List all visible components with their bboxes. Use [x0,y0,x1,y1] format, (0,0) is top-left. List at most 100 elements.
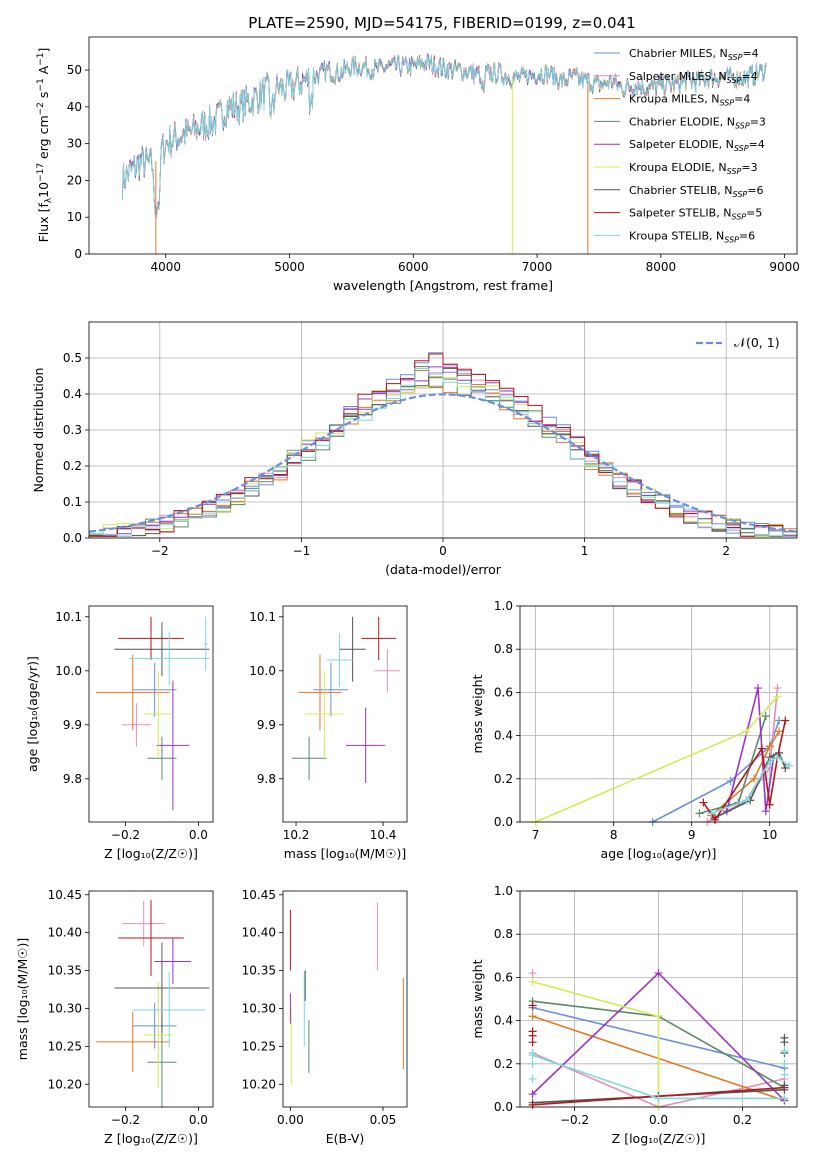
age_vs_mass-points [291,616,401,784]
mass_vs_Z-ytick-label: 10.45 [48,888,82,902]
spectrum-ylabel-part: −1 [36,78,46,91]
weight_vs_Z-extra-marker-kroupa_stelib [780,1059,789,1068]
mass_vs_ebv-axes: 0.00 0.05 10.20 10.25 10.30 10.35 10.40 10.45 E(… [242,888,408,1146]
legend-n: =6 [747,184,763,197]
spectrum-series-group [122,52,767,254]
mass_vs_ebv-ytick-label: 10.35 [242,964,276,978]
mass_vs_ebv-xtick-label: 0.05 [370,1113,397,1127]
age_vs_mass-xlabel: mass [log₁₀(M/M☉)] [284,846,406,861]
weight_vs_age-marker-salpeter_stelib [781,716,790,725]
weight_vs_age-ylabel: mass weight [470,674,485,753]
legend-sub: SSP [731,213,746,222]
age_vs_Z-ylabel: age [log₁₀(age/yr)] [25,656,40,772]
weight_vs_Z-line-kroupa_elodie [532,980,660,1107]
mass_vs_Z-ytick-label: 10.30 [48,1001,82,1015]
weight_vs_age-marker-kroupa_stelib [742,796,751,805]
weight_vs_age-marker-salpeter_stelib [757,744,766,753]
spectrum-xtick-label: 5000 [274,260,305,274]
weight_vs_Z-frame [519,890,798,1108]
legend-name: Salpeter ELODIE, N [629,138,734,151]
weight_vs_Z-extra-marker-salpeter_stelib [528,1001,537,1010]
weight_vs_Z-extra-marker-kroupa_stelib [780,1070,789,1079]
weight_vs_age-marker-salpeter_stelib [711,815,720,824]
mass_vs_ebv-xlabel: E(B-V) [326,1131,365,1146]
legend-name: Chabrier STELIB, N [629,184,733,197]
weight_vs_Z-marker-salpeter_stelib [528,1100,537,1109]
age_vs_Z-ytick-label: 10.0 [55,664,82,678]
weight_vs_Z-marker-salpeter_elodie [654,969,663,978]
weight_vs_age-marker-kroupa_stelib [785,761,794,770]
residuals-xtick-label: −1 [293,544,311,558]
legend-n: =3 [750,115,766,128]
spectrum-axes: 4000 5000 6000 7000 8000 9000 0 10 20 30 40 50 wavel… [36,36,800,293]
figure-title: PLATE=2590, MJD=54175, FIBERID=0199, z=0… [248,14,635,32]
weight_vs_age-marker-chabrier_miles [726,776,735,785]
spectrum-ylabel-part: −17 [36,163,46,182]
spectrum-xtick-label: 8000 [646,260,677,274]
weight_vs_Z-extra-marker-salpeter_stelib [528,1027,537,1036]
legend-sub: SSP [735,121,750,130]
spectrum-ytick-label: 0 [74,247,82,261]
mass_vs_Z-ytick-label: 10.40 [48,926,82,940]
legend-sub: SSP [724,235,739,244]
residuals-ylabel: Normed distribution [31,368,46,493]
legend-name: Chabrier ELODIE, N [629,115,735,128]
legend-label-salpeter_elodie: Salpeter ELODIE, NSSP=4 [629,138,765,153]
spectrum-ylabel-part: Flux [f [36,203,51,243]
spectrum-line-kroupa_stelib [122,54,767,219]
spectrum-ytick-label: 10 [67,210,82,224]
age_vs_Z-points [96,616,210,811]
weight_vs_age-marker-kroupa_stelib [773,753,782,762]
weight_vs_age-marker-chabrier_elodie [695,809,704,818]
residuals-gaussian [88,393,798,533]
weight_vs_age-marker-kroupa_stelib [707,809,716,818]
age_vs_Z-ytick-label: 9.8 [63,772,82,786]
weight_vs_Z-xlabel: Z [log₁₀(Z/Z☉)] [612,1131,706,1146]
weight_vs_Z-marker-kroupa_stelib [654,1094,663,1103]
residuals-xtick-label: −2 [151,544,169,558]
residuals-ytick-label: 0.4 [63,387,82,401]
weight_vs_age-marker-salpeter_elodie [761,807,770,816]
legend-name: Salpeter MILES, N [629,70,727,83]
legend-name: Kroupa MILES, N [629,93,719,106]
legend-label-chabrier_elodie: Chabrier ELODIE, NSSP=3 [629,115,766,130]
legend-sub: SSP [728,53,743,62]
legend-n: =6 [739,229,755,242]
spectrum-xtick-label: 6000 [398,260,429,274]
spectrum-ylabel-part: λ [44,197,54,203]
legend-name: Salpeter STELIB, N [629,207,731,220]
residuals-xlabel: (data-model)/error [385,562,502,577]
weight_vs_Z-axes: −0.2 0.0 0.2 0.0 0.2 0.4 0.6 0.8 1.0 Z [log₁₀(Z/Z… [470,884,798,1146]
weight_vs_age-line-kroupa_miles [710,730,780,817]
age_vs_mass-ytick-label: 10.0 [249,664,276,678]
weight_vs_Z-marker-salpeter_elodie [528,1090,537,1099]
spectrum-ylabel-part: −2 [36,102,46,115]
legend-name: Kroupa STELIB, N [629,229,724,242]
residuals-ytick-label: 0.0 [63,531,82,545]
weight_vs_Z-extra-marker-kroupa_stelib [528,1074,537,1083]
legend-name: Kroupa ELODIE, N [629,161,727,174]
weight_vs_Z-ylabel: mass weight [470,959,485,1038]
mass_vs_ebv-ytick-label: 10.40 [242,926,276,940]
spectrum-xtick-label: 9000 [769,260,800,274]
residuals-xtick-label: 2 [722,544,730,558]
weight_vs_age-ytick-label: 0.0 [494,815,513,829]
residuals-legend-label: 𝒩(0, 1) [734,335,780,350]
weight_vs_age-ytick-label: 0.2 [494,772,513,786]
legend-label-salpeter_miles: Salpeter MILES, NSSP=4 [629,70,758,85]
legend-n: =4 [741,70,757,83]
weight_vs_age-xlabel: age [log₁₀(age/yr)] [601,846,717,861]
legend-label-kroupa_stelib: Kroupa STELIB, NSSP=6 [629,229,755,244]
spectrum-xtick-label: 7000 [522,260,553,274]
weight_vs_Z-extra-marker-chabrier_stelib [780,1038,789,1047]
residuals-xtick-label: 1 [581,544,589,558]
weight_vs_Z-ytick-label: 0.4 [494,1014,513,1028]
weight_vs_age-marker-kroupa_elodie [773,692,782,701]
mass_vs_Z-axes: −0.2 0.0 10.20 10.25 10.30 10.35 10.40 10.45 Z [… [15,888,214,1146]
age_vs_mass-ytick-label: 9.9 [257,718,276,732]
residuals-xtick-label: 0 [439,544,447,558]
weight_vs_age-marker-salpeter_stelib [699,798,708,807]
weight_vs_age-marker-salpeter_stelib [765,800,774,809]
mass_vs_ebv-ytick-label: 10.45 [242,888,276,902]
